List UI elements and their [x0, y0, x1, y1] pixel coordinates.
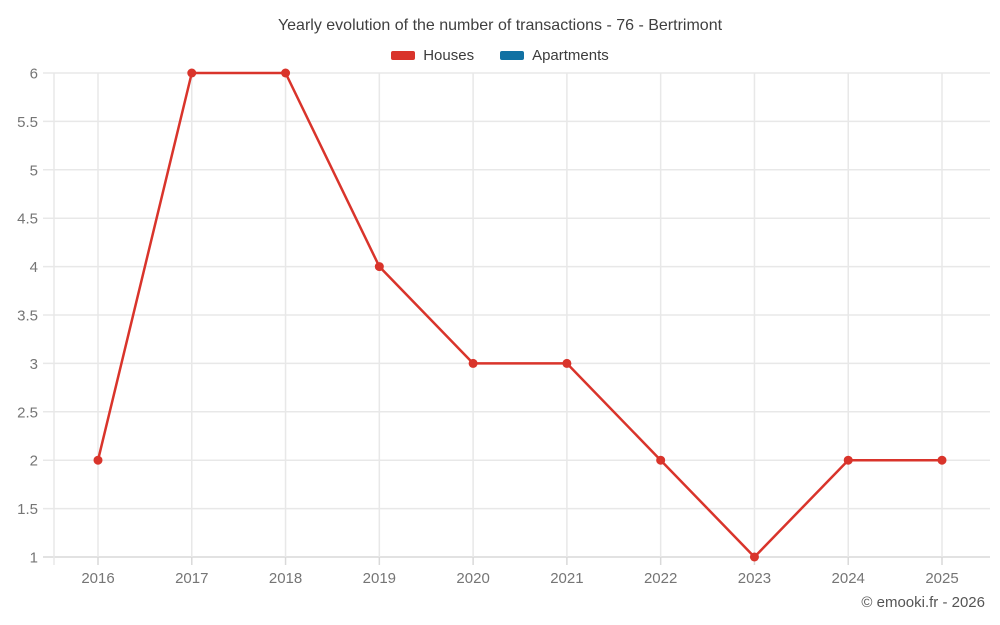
x-tick-label: 2021 — [550, 570, 583, 587]
x-tick-label: 2025 — [925, 570, 958, 587]
x-tick-label: 2016 — [81, 570, 114, 587]
y-tick-label: 4 — [30, 259, 38, 276]
houses-point — [656, 455, 666, 465]
y-tick-label: 5 — [30, 162, 38, 179]
houses-point — [187, 68, 197, 78]
x-tick-label: 2022 — [644, 570, 677, 587]
chart-title: Yearly evolution of the number of transa… — [277, 17, 723, 34]
x-tick-label: 2024 — [832, 570, 865, 587]
y-tick-label: 3.5 — [17, 308, 38, 325]
y-tick-label: 1.5 — [17, 501, 38, 518]
x-tick-label: 2019 — [363, 570, 396, 587]
houses-point — [843, 455, 853, 465]
houses-point — [468, 358, 478, 368]
houses-point — [749, 552, 759, 562]
x-tick-label: 2023 — [738, 570, 771, 587]
y-tick-label: 2 — [30, 453, 38, 470]
legend-item-houses: Houses — [391, 47, 474, 64]
y-tick-label: 2.5 — [17, 404, 38, 421]
legend-item-apartments: Apartments — [500, 47, 609, 64]
y-tick-label: 3 — [30, 356, 38, 373]
y-tick-label: 1 — [30, 550, 38, 567]
legend: Houses Apartments — [0, 47, 1000, 64]
x-tick-label: 2017 — [175, 570, 208, 587]
houses-point — [93, 455, 103, 465]
y-tick-label: 6 — [30, 66, 38, 83]
apartments-swatch-icon — [500, 51, 525, 60]
attribution: © emooki.fr - 2026 — [861, 594, 985, 611]
houses-swatch-icon — [391, 51, 416, 60]
y-tick-label: 4.5 — [17, 211, 38, 228]
legend-label-apartments: Apartments — [532, 47, 609, 64]
legend-label-houses: Houses — [423, 47, 475, 64]
houses-point — [937, 455, 947, 465]
y-tick-label: 5.5 — [17, 114, 38, 131]
houses-point — [281, 68, 291, 78]
x-tick-label: 2018 — [269, 570, 302, 587]
houses-point — [374, 262, 384, 272]
x-tick-label: 2020 — [456, 570, 489, 587]
houses-line — [96, 71, 942, 559]
houses-point — [562, 358, 572, 368]
